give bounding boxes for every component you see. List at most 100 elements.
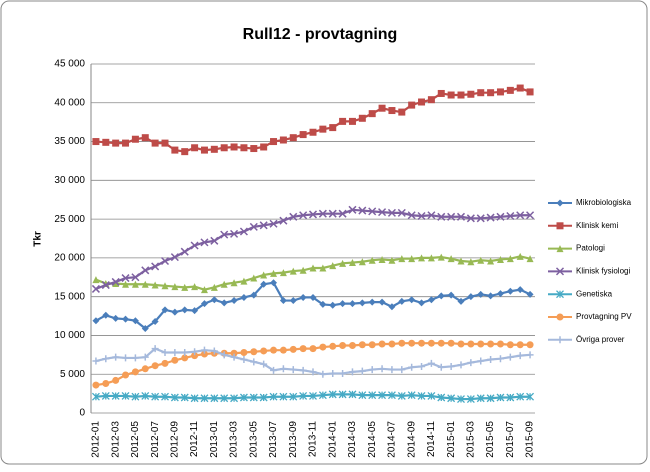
data-point	[378, 104, 386, 112]
data-point	[141, 134, 149, 142]
data-point	[200, 238, 209, 247]
data-point	[476, 214, 485, 223]
data-point	[506, 86, 514, 94]
data-point	[318, 391, 327, 400]
data-point	[339, 117, 347, 125]
data-point	[516, 341, 524, 349]
data-point	[200, 346, 208, 354]
data-point	[329, 369, 337, 377]
legend-marker	[556, 245, 564, 253]
data-point	[407, 391, 416, 400]
legend-label: Klinisk fysiologi	[576, 267, 630, 276]
y-tick-label: 40 000	[54, 97, 85, 108]
x-tick-label: 2015-09	[525, 421, 536, 458]
data-point	[220, 230, 229, 239]
data-point	[191, 352, 199, 360]
data-point	[151, 317, 159, 325]
data-point	[171, 349, 179, 357]
data-point	[180, 393, 189, 402]
y-tick-label: 25 000	[54, 214, 85, 225]
data-point	[299, 391, 308, 400]
data-point	[289, 345, 297, 353]
data-point	[477, 290, 485, 298]
data-point	[496, 393, 505, 402]
data-point	[111, 391, 120, 400]
data-point	[112, 353, 120, 361]
data-point	[171, 146, 179, 154]
y-tick-label: 35 000	[54, 136, 85, 147]
data-point	[210, 236, 219, 245]
data-point	[516, 392, 525, 401]
data-point	[220, 351, 228, 359]
data-point	[250, 274, 258, 282]
data-point	[487, 292, 495, 300]
data-point	[259, 221, 268, 230]
data-point	[319, 264, 327, 272]
data-point	[259, 393, 268, 402]
data-point	[368, 207, 377, 216]
y-tick-label: 20 000	[54, 253, 85, 264]
data-point	[427, 254, 435, 262]
data-point	[407, 211, 416, 220]
data-point	[427, 339, 435, 347]
x-tick-label: 2013-11	[308, 421, 319, 457]
data-point	[358, 341, 366, 349]
data-point	[131, 273, 140, 282]
data-point	[397, 208, 406, 217]
data-point	[388, 256, 396, 264]
data-point	[151, 281, 159, 289]
data-point	[496, 212, 505, 221]
data-point	[112, 314, 120, 322]
legend-marker	[556, 222, 564, 230]
data-point	[141, 266, 150, 275]
legend-label: Genetiska	[576, 289, 613, 298]
data-point	[486, 394, 495, 403]
data-point	[102, 138, 110, 146]
data-point	[516, 211, 525, 220]
data-point	[457, 395, 465, 403]
data-point	[191, 144, 199, 152]
data-point	[121, 391, 130, 400]
data-point	[388, 340, 396, 348]
data-point	[447, 212, 456, 221]
data-point	[191, 283, 199, 291]
data-point	[348, 300, 356, 308]
data-point	[467, 90, 475, 98]
data-point	[200, 286, 208, 294]
data-point	[417, 391, 426, 400]
y-tick-label: 5 000	[60, 369, 85, 380]
data-point	[279, 136, 287, 144]
legend-marker	[556, 290, 564, 299]
legend-marker	[556, 199, 564, 207]
data-point	[240, 144, 248, 152]
data-point	[378, 255, 386, 263]
data-point	[319, 370, 327, 378]
data-point	[506, 353, 514, 361]
data-point	[487, 355, 495, 363]
data-point	[397, 391, 406, 400]
x-tick-label: 2014-07	[387, 421, 398, 458]
data-point	[387, 208, 396, 217]
data-point	[467, 293, 475, 301]
y-tick-label: 30 000	[54, 175, 85, 186]
data-point	[230, 297, 238, 305]
data-point	[339, 342, 347, 350]
data-point	[111, 277, 120, 286]
data-point	[181, 148, 189, 156]
data-point	[437, 363, 445, 371]
legend-label: Klinisk kemi	[576, 221, 618, 230]
x-tick-label: 2014-11	[426, 421, 437, 457]
data-point	[427, 359, 435, 367]
data-point	[506, 255, 514, 263]
data-point	[309, 128, 317, 136]
data-point	[270, 138, 278, 146]
legend-label: Mikrobiologiska	[576, 198, 632, 207]
data-point	[279, 392, 288, 401]
data-point	[299, 131, 307, 139]
data-point	[447, 255, 455, 263]
data-point	[122, 371, 130, 379]
x-tick-label: 2015-07	[505, 421, 516, 458]
data-point	[339, 369, 347, 377]
data-point	[121, 274, 130, 283]
